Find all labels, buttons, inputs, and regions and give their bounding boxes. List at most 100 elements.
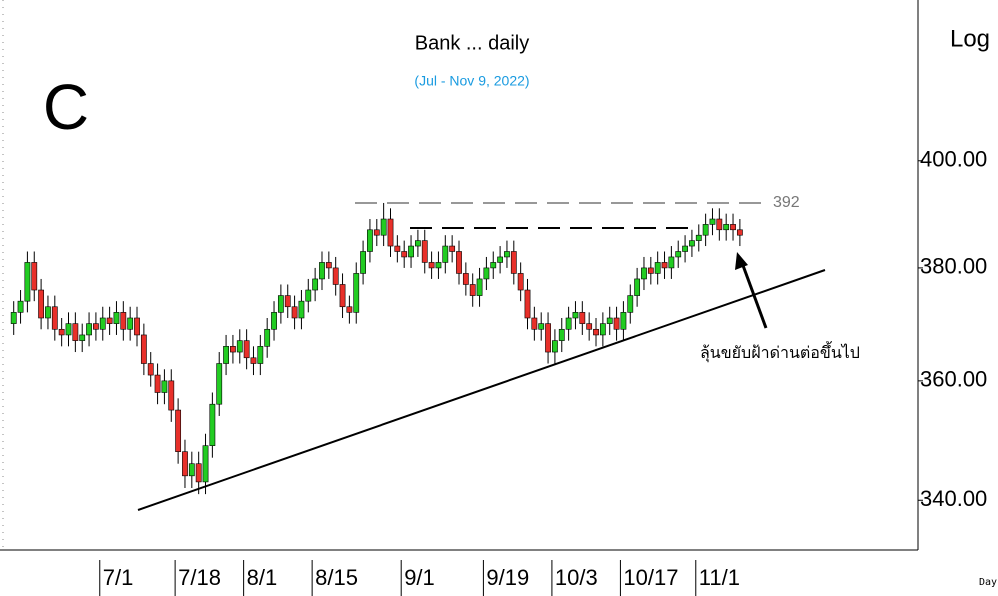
candle-body: [93, 323, 99, 330]
candle-body: [127, 317, 134, 330]
candle-body: [154, 374, 161, 393]
candle-body: [558, 328, 565, 341]
candle-body: [216, 363, 223, 405]
candle-body: [168, 380, 175, 411]
candle-body: [510, 251, 517, 274]
candle-body: [435, 262, 442, 269]
candle-body: [373, 229, 380, 236]
candle-body: [606, 317, 613, 324]
candle-body: [79, 334, 86, 341]
candle-body: [58, 328, 65, 336]
annotation: ลุ้นขยับฝ้าด่านต่อขึ้นไป: [700, 341, 860, 363]
candle-body: [319, 262, 325, 280]
candle-body: [682, 245, 688, 252]
candle-body: [695, 234, 702, 241]
arrow-head: [735, 252, 748, 270]
candle-body: [641, 267, 647, 280]
candle-body: [627, 295, 634, 313]
candle-body: [689, 240, 695, 247]
candle-body: [182, 451, 188, 477]
candle-body: [476, 278, 483, 296]
y-tick-label: 340.00: [920, 486, 987, 511]
candle-body: [120, 312, 127, 330]
candle-body: [346, 306, 353, 313]
trend-line: [137, 269, 826, 511]
candle-body: [209, 403, 216, 446]
candle-body: [325, 262, 332, 269]
candle-body: [449, 245, 456, 252]
candle-body: [531, 317, 538, 330]
x-tick-label: 10/3: [555, 565, 598, 590]
candle-body: [10, 312, 17, 324]
candle-body: [72, 323, 79, 341]
symbol: C: [43, 71, 89, 143]
y-tick-label: 400.00: [920, 147, 987, 172]
candle-body: [284, 295, 291, 308]
candle-body: [545, 323, 551, 353]
candle-body: [134, 317, 140, 336]
x-tick-label: 9/1: [404, 565, 435, 590]
candle-body: [647, 267, 654, 274]
candle-body: [298, 300, 305, 319]
candle-body: [634, 278, 641, 296]
candle-body: [65, 323, 72, 336]
candle-body: [421, 240, 428, 263]
scale-label: Log: [950, 25, 990, 52]
candle-body: [552, 340, 558, 353]
candle-body: [565, 317, 572, 330]
resistance-label: 392: [773, 194, 800, 211]
candle-body: [195, 463, 202, 483]
candle-body: [236, 340, 243, 353]
candle-body: [223, 346, 229, 364]
candle-body: [709, 218, 716, 225]
candle-body: [456, 251, 462, 274]
candle-body: [45, 306, 51, 319]
candle-body: [264, 328, 271, 347]
x-tick-label: 8/15: [315, 565, 358, 590]
candle-body: [175, 409, 182, 452]
candle-body: [147, 363, 154, 376]
x-tick-label: 11/1: [699, 565, 740, 590]
candle-body: [414, 240, 421, 247]
candle-body: [504, 251, 510, 258]
candle-body: [339, 284, 346, 308]
candle-body: [394, 245, 401, 252]
candle-body: [271, 312, 277, 330]
candle-body: [462, 273, 469, 285]
candle-body: [24, 262, 31, 302]
arrow-shaft: [739, 259, 768, 329]
candle-body: [408, 245, 414, 258]
candle-body: [428, 262, 435, 269]
candle-body: [469, 284, 476, 296]
candle-body: [497, 256, 504, 263]
candle-body: [38, 289, 45, 319]
candle-body: [524, 289, 531, 319]
candle-body: [202, 445, 209, 483]
candle-body: [243, 340, 250, 359]
candle-body: [723, 224, 730, 231]
candle-body: [538, 323, 545, 330]
candle-body: [353, 273, 360, 313]
x-tick-label: 7/1: [103, 565, 134, 590]
candle-body: [86, 323, 92, 336]
period-label: Day: [979, 577, 997, 588]
x-tick-label: 10/17: [623, 565, 678, 590]
candle-body: [161, 380, 168, 393]
candle-body: [702, 224, 709, 236]
candle-body: [675, 251, 682, 258]
candle-body: [113, 312, 120, 324]
candle-body: [291, 306, 298, 319]
candle-body: [31, 262, 38, 291]
candle-body: [188, 463, 195, 477]
candle-body: [661, 262, 668, 269]
candle-body: [380, 218, 387, 236]
candle-body: [442, 245, 449, 263]
y-tick-label: 360.00: [920, 367, 987, 392]
x-tick-label: 9/19: [486, 565, 529, 590]
candle-body: [250, 357, 257, 364]
candle-body: [490, 262, 497, 269]
candle-body: [367, 229, 373, 252]
candle-body: [613, 317, 620, 330]
candle-body: [654, 262, 661, 274]
